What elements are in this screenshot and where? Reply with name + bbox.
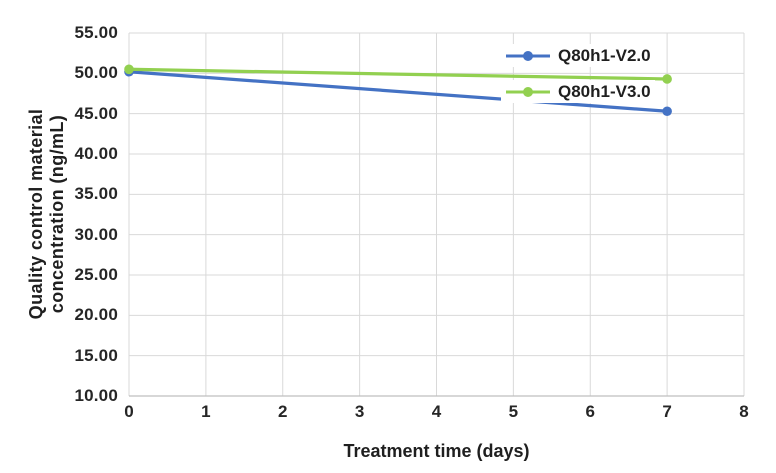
legend-entry-q80h1-v2.0: Q80h1-V2.0 xyxy=(501,44,655,67)
data-point-marker-q80h1-v3.0 xyxy=(662,74,672,84)
y-axis-title: Quality control material concentration (… xyxy=(26,33,68,396)
legend-marker-icon xyxy=(506,86,550,97)
y-tick-label: 55.00 xyxy=(74,23,118,42)
y-axis-title-line-2: concentration (ng/mL) xyxy=(47,114,67,314)
legend-label: Q80h1-V3.0 xyxy=(558,81,651,101)
y-tick-label: 10.00 xyxy=(74,386,118,405)
y-tick-label: 35.00 xyxy=(74,184,118,204)
x-tick-label: 7 xyxy=(662,402,672,421)
data-point-marker-q80h1-v3.0 xyxy=(124,64,134,75)
legend: Q80h1-V2.0 Q80h1-V3.0 xyxy=(501,44,655,116)
series-line-q80h1-v3.0 xyxy=(127,67,669,81)
x-tick-label: 1 xyxy=(201,402,211,421)
x-tick-label: 2 xyxy=(278,402,288,421)
y-tick-label: 25.00 xyxy=(74,265,118,284)
y-tick-label: 15.00 xyxy=(74,345,118,365)
y-tick-label: 50.00 xyxy=(74,63,118,83)
x-tick-label: 6 xyxy=(585,402,595,421)
y-axis-title-line-1: Quality control material xyxy=(26,108,46,320)
legend-label: Q80h1-V2.0 xyxy=(558,45,651,65)
y-tick-label: 45.00 xyxy=(74,103,118,123)
y-tick-label: 30.00 xyxy=(74,224,118,244)
x-tick-label: 8 xyxy=(739,402,749,421)
legend-entry-q80h1-v3.0: Q80h1-V3.0 xyxy=(501,80,655,103)
x-tick-label: 3 xyxy=(354,402,365,421)
y-tick-label: 40.00 xyxy=(74,144,118,163)
series-line-q80h1-v2.0 xyxy=(127,70,669,113)
data-point-marker-q80h1-v2.0 xyxy=(662,106,672,117)
x-tick-label: 4 xyxy=(431,402,442,421)
x-tick-label: 5 xyxy=(508,402,519,421)
x-axis-title: Treatment time (days) xyxy=(343,441,530,461)
y-tick-label: 20.00 xyxy=(74,305,118,325)
legend-marker-icon xyxy=(506,50,550,61)
x-tick-label: 0 xyxy=(124,402,134,421)
